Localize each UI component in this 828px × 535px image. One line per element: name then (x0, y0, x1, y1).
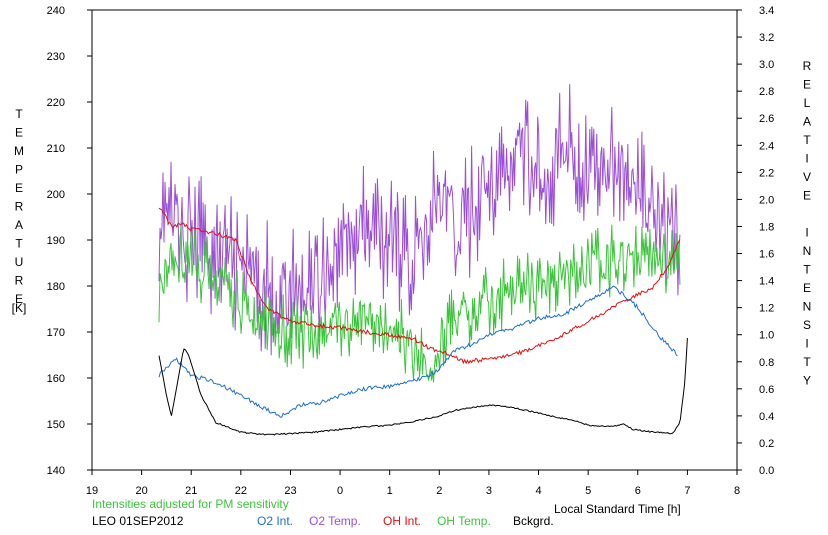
left-tick-label: 200 (47, 189, 65, 201)
svg-text:A: A (15, 218, 23, 232)
right-tick-label: 1.2 (759, 303, 774, 315)
oh-int-line (158, 207, 681, 365)
svg-text:S: S (803, 318, 811, 332)
svg-text:Y: Y (803, 374, 811, 388)
left-tick-label: 190 (47, 235, 65, 247)
svg-text:E: E (15, 292, 23, 306)
bckgrd-line (158, 337, 688, 436)
svg-text:E: E (15, 181, 23, 195)
svg-text:L: L (804, 96, 811, 110)
x-tick-label: 4 (535, 485, 541, 497)
legend-o2-int: O2 Int. (257, 514, 293, 528)
svg-text:M: M (14, 144, 24, 158)
left-tick-label: 240 (47, 5, 65, 17)
pm-sensitivity-note: Intensities adjusted for PM sensitivity (92, 497, 289, 511)
right-tick-label: 3.0 (759, 59, 774, 71)
right-tick-label: 2.8 (759, 86, 774, 98)
right-tick-label: 2.2 (759, 167, 774, 179)
left-tick-label: 230 (47, 51, 65, 63)
right-tick-label: 2.4 (759, 140, 774, 152)
right-tick-label: 1.0 (759, 330, 774, 342)
svg-text:E: E (803, 189, 811, 203)
legend-oh-temp: OH Temp. (437, 514, 491, 528)
left-tick-label: 160 (47, 373, 65, 385)
svg-text:E: E (803, 78, 811, 92)
legend-o2-temp: O2 Temp. (309, 514, 361, 528)
x-tick-label: 6 (635, 485, 641, 497)
svg-text:T: T (803, 263, 811, 277)
left-tick-label: 140 (47, 465, 65, 477)
svg-text:V: V (803, 170, 811, 184)
x-tick-label: 7 (684, 485, 690, 497)
x-tick-label: 20 (135, 485, 147, 497)
left-tick-label: 210 (47, 143, 65, 155)
x-tick-label: 3 (486, 485, 492, 497)
right-tick-label: 0.8 (759, 357, 774, 369)
station-date-label: LEO 01SEP2012 (92, 514, 184, 528)
svg-text:P: P (15, 163, 23, 177)
svg-text:I: I (805, 152, 808, 166)
svg-text:R: R (15, 200, 24, 214)
x-tick-label: 5 (585, 485, 591, 497)
right-tick-label: 2.6 (759, 113, 774, 125)
right-tick-label: 3.2 (759, 32, 774, 44)
left-tick-label: 150 (47, 419, 65, 431)
svg-text:T: T (15, 107, 23, 121)
right-tick-label: 1.4 (759, 276, 774, 288)
svg-text:A: A (803, 115, 811, 129)
left-axis-unit: [K] (12, 301, 27, 315)
left-tick-label: 170 (47, 327, 65, 339)
x-tick-label: 8 (734, 485, 740, 497)
right-tick-label: 0.0 (759, 465, 774, 477)
x-axis-label: Local Standard Time [h] (554, 502, 681, 516)
right-tick-label: 1.8 (759, 221, 774, 233)
right-tick-label: 0.6 (759, 384, 774, 396)
svg-text:N: N (803, 300, 812, 314)
svg-text:E: E (803, 281, 811, 295)
x-tick-label: 23 (284, 485, 296, 497)
left-tick-label: 180 (47, 281, 65, 293)
legend-oh-int: OH Int. (383, 514, 421, 528)
svg-text:T: T (803, 355, 811, 369)
legend-bckgrd: Bckgrd. (513, 514, 554, 528)
o2-int-line (158, 285, 678, 418)
svg-text:N: N (803, 244, 812, 258)
svg-text:I: I (805, 337, 808, 351)
svg-text:I: I (805, 226, 808, 240)
x-tick-label: 19 (86, 485, 98, 497)
svg-text:U: U (15, 255, 24, 269)
x-tick-label: 22 (235, 485, 247, 497)
oh-temp-line (158, 220, 681, 383)
x-tick-label: 0 (337, 485, 343, 497)
svg-text:T: T (803, 133, 811, 147)
svg-text:R: R (803, 59, 812, 73)
svg-text:E: E (15, 126, 23, 140)
right-tick-label: 0.2 (759, 438, 774, 450)
x-tick-label: 2 (436, 485, 442, 497)
right-tick-label: 3.4 (759, 5, 774, 17)
svg-text:T: T (15, 237, 23, 251)
right-tick-label: 2.0 (759, 194, 774, 206)
right-tick-label: 1.6 (759, 249, 774, 261)
svg-text:R: R (15, 274, 24, 288)
x-tick-label: 1 (387, 485, 393, 497)
right-tick-label: 0.4 (759, 411, 774, 423)
x-tick-label: 21 (185, 485, 197, 497)
left-tick-label: 220 (47, 97, 65, 109)
